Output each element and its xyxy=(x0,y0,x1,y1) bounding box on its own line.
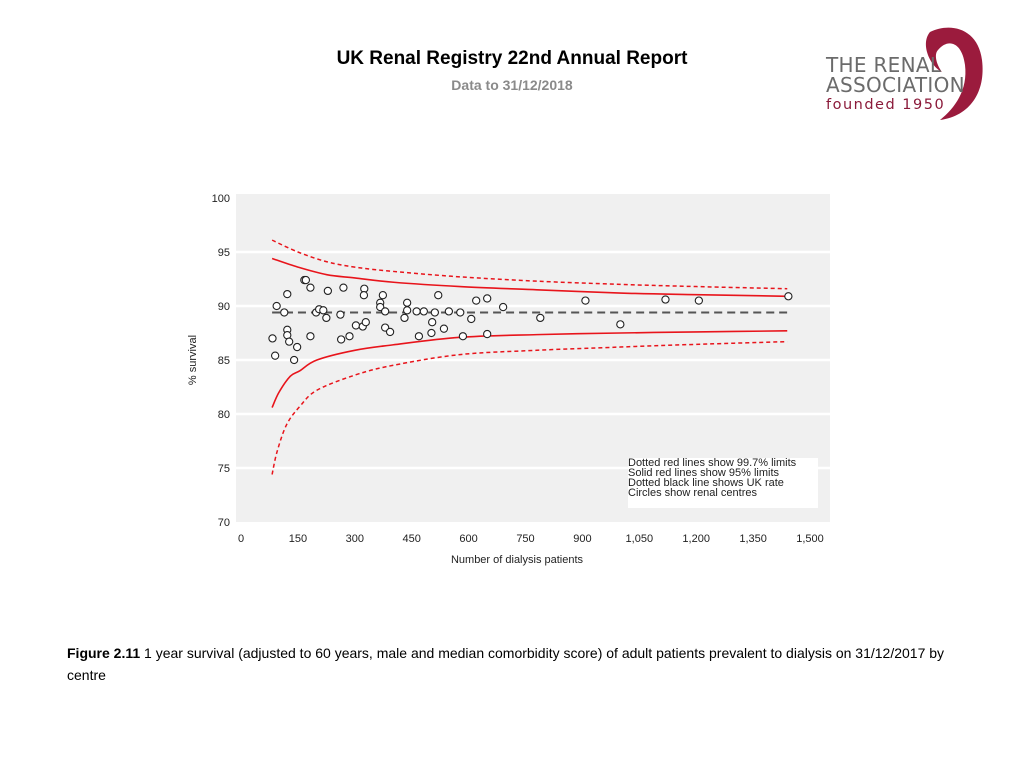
logo-line-2: ASSOCIATION xyxy=(826,73,965,97)
renal-association-logo: THE RENAL ASSOCIATION founded 1950 xyxy=(810,20,990,125)
y-tick-label: 75 xyxy=(218,463,230,475)
centre-point xyxy=(444,307,454,316)
figure-label: Figure 2.11 xyxy=(67,645,141,661)
centre-point xyxy=(361,318,370,327)
centre-point xyxy=(456,308,465,317)
x-tick-label: 600 xyxy=(459,533,477,545)
x-axis-label: Number of dialysis patients xyxy=(451,554,584,566)
centre-point xyxy=(402,306,412,315)
centre-point xyxy=(351,321,361,330)
y-tick-label: 95 xyxy=(218,247,230,259)
centre-point xyxy=(419,307,428,316)
centre-point xyxy=(402,298,412,307)
centre-point xyxy=(427,328,436,338)
logo-swoosh xyxy=(925,27,983,120)
figure-caption: Figure 2.11 1 year survival (adjusted to… xyxy=(67,642,967,686)
centre-point xyxy=(292,342,302,352)
centre-point xyxy=(289,355,299,365)
figure-caption-text: 1 year survival (adjusted to 60 years, m… xyxy=(67,645,945,683)
x-tick-labels: 0 150 300 450 600 750 900 1,050 1,200 1,350 1,500 xyxy=(238,533,824,545)
lower-99-7-limit-line xyxy=(271,340,788,475)
centre-point xyxy=(285,337,294,346)
x-tick-label: 1,350 xyxy=(739,533,767,545)
centre-point xyxy=(536,313,545,323)
centre-point xyxy=(270,351,280,360)
centre-point xyxy=(483,294,492,303)
centre-point xyxy=(498,302,508,312)
centre-point xyxy=(345,332,354,341)
centre-point xyxy=(430,308,439,317)
legend-item-uk-rate: Dotted black line shows UK rate xyxy=(628,477,784,489)
x-tick-label: 1,050 xyxy=(626,533,654,545)
centre-point xyxy=(301,275,311,285)
y-axis-label: % survival xyxy=(187,335,199,385)
centre-point xyxy=(581,296,590,305)
centre-point xyxy=(412,307,421,316)
legend-item-997-limits: Dotted red lines show 99.7% limits xyxy=(628,457,797,469)
centre-point xyxy=(467,314,476,324)
centre-point xyxy=(378,291,388,300)
centre-point xyxy=(385,327,395,337)
limit-lines xyxy=(271,239,788,475)
y-tick-labels: 70 75 80 85 90 95 100 xyxy=(212,193,230,529)
y-tick-label: 100 xyxy=(212,193,230,205)
y-tick-label: 90 xyxy=(218,301,230,313)
upper-95-limit-line xyxy=(271,257,788,298)
centre-point xyxy=(483,329,492,339)
centre-point xyxy=(336,335,346,344)
x-tick-label: 750 xyxy=(516,533,534,545)
legend-item-renal-centres: Circles show renal centres xyxy=(628,487,757,499)
centre-point xyxy=(458,332,468,341)
centre-point xyxy=(784,292,793,301)
y-tick-label: 80 xyxy=(218,409,230,421)
centre-point xyxy=(272,301,281,311)
funnel-plot: 70 75 80 85 90 95 100 0 150 300 450 600 750 900 1,050… xyxy=(187,193,830,566)
centre-point xyxy=(661,295,670,304)
centre-point xyxy=(616,320,625,329)
report-title: UK Renal Registry 22nd Annual Report xyxy=(336,48,688,69)
x-tick-label: 900 xyxy=(573,533,591,545)
centre-points xyxy=(268,275,793,365)
legend: Dotted red lines show 99.7% limits Solid… xyxy=(628,458,818,508)
upper-99-7-limit-line xyxy=(271,239,788,290)
centre-point xyxy=(428,318,437,327)
centre-point xyxy=(306,283,315,292)
y-tick-label: 85 xyxy=(218,355,230,367)
centre-point xyxy=(414,332,424,341)
x-tick-label: 300 xyxy=(346,533,364,545)
centre-point xyxy=(434,291,443,300)
x-tick-label: 0 xyxy=(238,533,244,545)
centre-point xyxy=(400,313,409,323)
centre-point xyxy=(306,332,315,341)
centre-point xyxy=(472,296,481,305)
x-tick-label: 150 xyxy=(289,533,307,545)
centre-point xyxy=(322,313,331,323)
centre-point xyxy=(359,291,369,300)
x-tick-label: 1,500 xyxy=(796,533,824,545)
centre-point xyxy=(439,324,449,333)
logo-line-1: THE RENAL xyxy=(826,53,942,77)
centre-point xyxy=(339,283,348,292)
report-subtitle: Data to 31/12/2018 xyxy=(451,77,573,93)
lower-95-limit-line xyxy=(271,330,788,408)
centre-point xyxy=(283,289,292,299)
centre-point xyxy=(319,306,328,315)
centre-point xyxy=(268,334,277,343)
x-tick-label: 1,200 xyxy=(682,533,710,545)
centre-point xyxy=(323,286,333,296)
logo-line-3: founded 1950 xyxy=(826,97,946,113)
centre-point xyxy=(280,308,289,317)
centre-point xyxy=(336,310,345,319)
centre-point xyxy=(380,307,390,316)
kidney-swoosh-icon xyxy=(925,27,983,120)
centre-point xyxy=(694,296,704,305)
y-tick-label: 70 xyxy=(218,517,230,529)
legend-item-95-limits: Solid red lines show 95% limits xyxy=(628,467,780,479)
x-tick-label: 450 xyxy=(403,533,421,545)
